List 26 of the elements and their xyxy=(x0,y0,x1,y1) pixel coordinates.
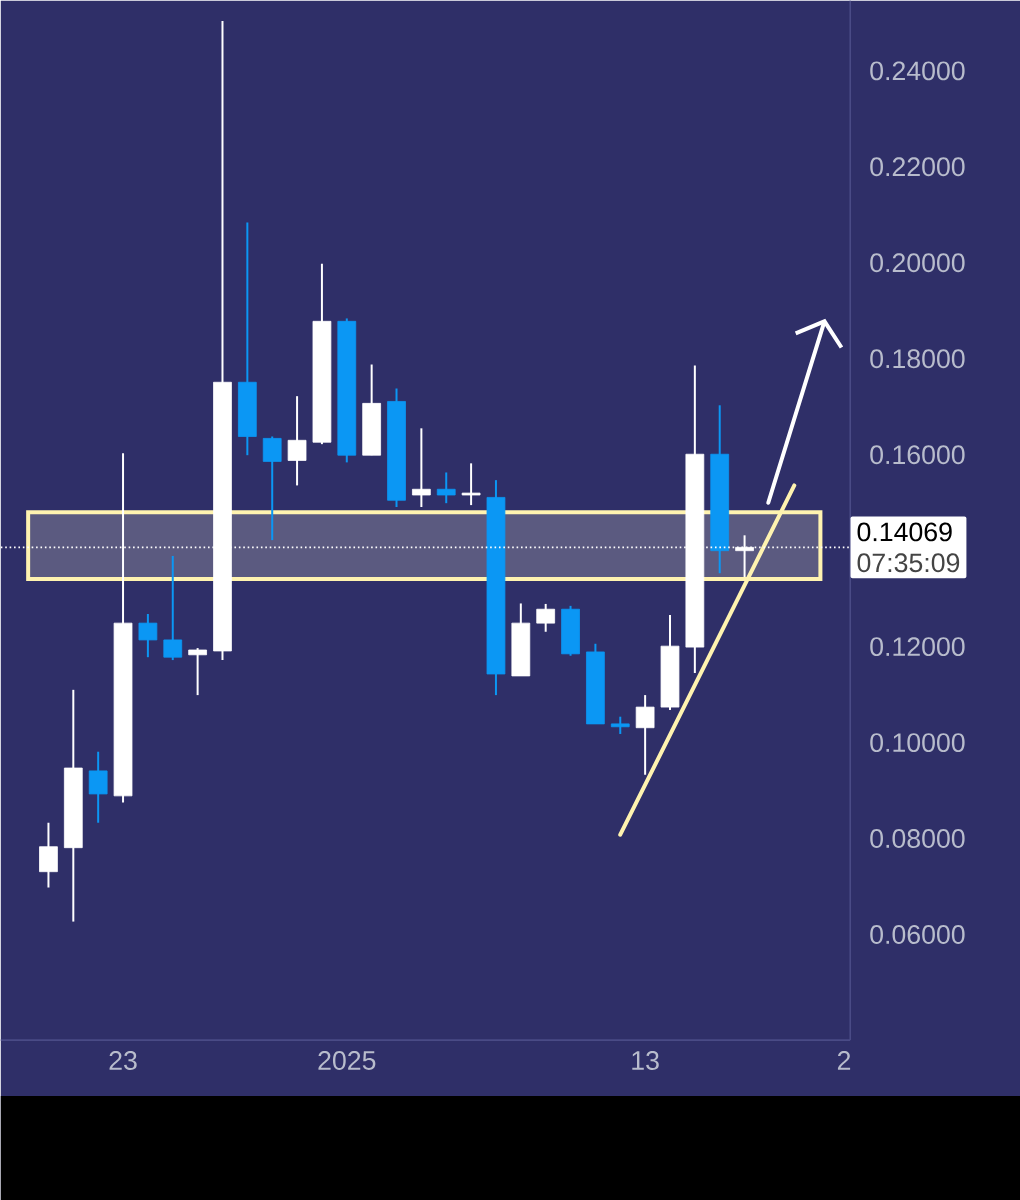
y-tick-label: 0.10000 xyxy=(870,733,965,753)
y-tick-label: 0.20000 xyxy=(870,253,965,273)
ref-line-label: 0.14069 xyxy=(857,522,952,542)
x-tick-label: 2 xyxy=(837,1051,851,1070)
y-tick-label: 0.24000 xyxy=(870,61,965,81)
text: 07:35:09 xyxy=(857,553,960,573)
y-tick-label: 0.06000 xyxy=(870,925,965,944)
candlestick xyxy=(461,462,481,507)
x-tick-label: 13 xyxy=(632,1051,659,1070)
candlestick xyxy=(436,471,456,505)
candlestick xyxy=(262,435,282,542)
candlestick xyxy=(163,554,183,662)
candlestick xyxy=(287,395,307,487)
y-tick-label: 0.22000 xyxy=(870,157,965,177)
candlestick xyxy=(88,750,108,824)
candlestick xyxy=(188,647,207,697)
candlestick xyxy=(536,602,555,633)
y-tick-label: 0.08000 xyxy=(870,829,965,849)
y-tick-label: 0.18000 xyxy=(870,349,965,369)
x-tick-label: 2025 xyxy=(318,1051,376,1070)
x-tick-label: 23 xyxy=(109,1051,137,1070)
y-tick-label: 0.16000 xyxy=(870,445,965,465)
candlestick xyxy=(635,694,655,776)
candlestick xyxy=(138,613,158,659)
y-tick-label: 0.12000 xyxy=(870,637,965,657)
candlestick xyxy=(411,427,431,509)
